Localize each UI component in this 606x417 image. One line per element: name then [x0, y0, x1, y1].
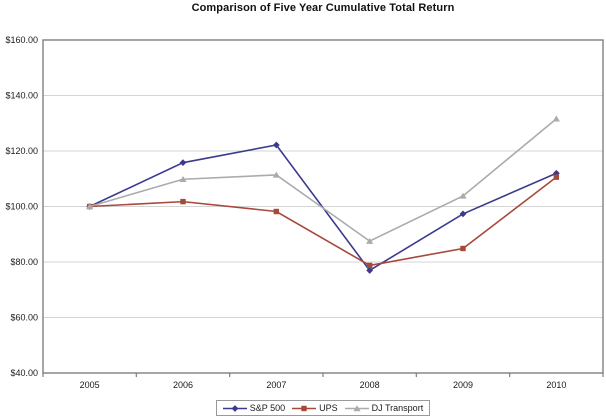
triangle-marker: [272, 171, 280, 178]
legend-box: S&P 500 UPS DJ Transport: [215, 400, 431, 416]
chart-title: Comparison of Five Year Cumulative Total…: [191, 2, 455, 14]
y-tick-label: $80.00: [10, 257, 38, 267]
series-line-dj-transport: [89, 118, 557, 243]
x-tick-label: 2006: [173, 380, 193, 390]
series-line-ups: [89, 176, 557, 267]
x-tick-label: 2007: [266, 380, 286, 390]
square-marker: [366, 262, 373, 269]
triangle-marker: [459, 192, 467, 199]
legend-item-s-p-500: S&P 500: [222, 403, 286, 413]
diamond-marker: [366, 267, 374, 274]
legend-label: UPS: [319, 403, 338, 413]
diamond-marker: [179, 159, 187, 167]
triangle-marker: [179, 175, 187, 182]
legend: S&P 500 UPS DJ Transport: [43, 400, 603, 416]
triangle-marker: [86, 203, 94, 210]
square-marker: [180, 198, 186, 205]
square-marker: [553, 174, 560, 180]
diamond-marker: [459, 210, 467, 218]
y-tick-label: $40.00: [10, 368, 38, 378]
triangle-marker: [552, 115, 560, 122]
legend-item-dj-transport: DJ Transport: [344, 403, 424, 413]
triangle-marker: [353, 404, 361, 411]
legend-item-ups: UPS: [292, 403, 338, 413]
diamond-marker: [231, 404, 239, 412]
diamond-marker: [272, 141, 280, 149]
square-marker: [273, 208, 280, 215]
x-tick-label: 2008: [360, 380, 380, 390]
legend-square-swatch: [292, 405, 317, 411]
legend-diamond-swatch: [222, 404, 247, 412]
y-tick-label: $120.00: [5, 146, 38, 156]
y-tick-label: $100.00: [5, 202, 38, 212]
y-tick-label: $140.00: [5, 91, 38, 101]
square-marker: [301, 405, 307, 411]
x-tick-label: 2005: [80, 380, 100, 390]
square-marker: [460, 245, 466, 252]
triangle-marker: [366, 237, 374, 244]
legend-label: DJ Transport: [371, 403, 424, 413]
x-tick-label: 2009: [453, 380, 473, 390]
x-tick-label: 2010: [546, 380, 566, 390]
y-tick-label: $60.00: [10, 313, 38, 323]
legend-label: S&P 500: [249, 403, 286, 413]
y-tick-label: $160.00: [5, 35, 38, 45]
legend-triangle-swatch: [344, 404, 369, 411]
